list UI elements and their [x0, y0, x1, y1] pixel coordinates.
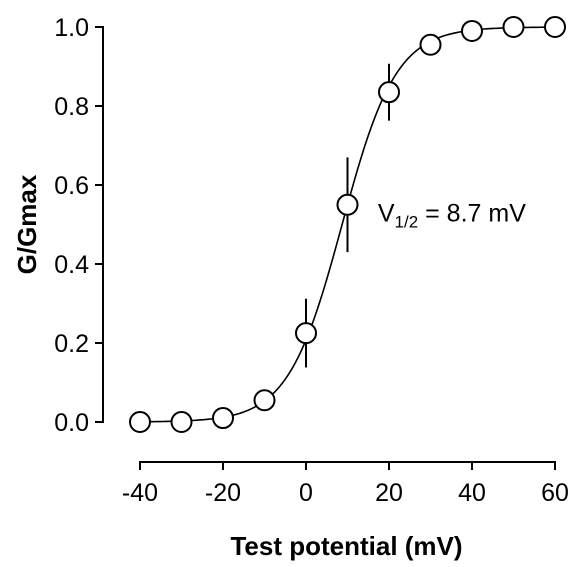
x-tick-label: 0: [299, 479, 313, 507]
x-tick-label: 20: [375, 479, 403, 507]
data-point: [253, 389, 276, 412]
data-point: [212, 407, 234, 430]
data-point: [295, 322, 317, 345]
annotation-subscript: 1/2: [395, 213, 419, 232]
y-axis-title: G/Gmax: [12, 174, 42, 274]
v-half-annotation: V1/2 = 8.7 mV: [378, 200, 526, 232]
data-point: [129, 411, 151, 433]
data-point: [419, 33, 442, 56]
annotation-rest: = 8.7 mV: [418, 200, 526, 228]
points-layer: [129, 16, 566, 433]
data-point: [502, 16, 525, 38]
data-point: [336, 193, 359, 216]
x-axis-title: Test potential (mV): [230, 531, 462, 561]
data-point: [461, 19, 483, 42]
x-tick-label: -20: [205, 479, 241, 507]
y-tick-label: 0.4: [54, 251, 89, 279]
y-tick-label: 0.8: [54, 93, 89, 121]
annotation-main: V: [378, 200, 395, 228]
axes: 0.0 0.2 0.4 0.6 0.8 1.0 -40 -20 0 20 40 60: [54, 14, 569, 507]
y-tick-label: 0.2: [54, 330, 89, 358]
y-tick-label: 0.0: [54, 409, 89, 437]
x-tick-label: 40: [458, 479, 486, 507]
x-tick-label: -40: [122, 479, 158, 507]
y-tick-label: 1.0: [54, 14, 89, 42]
data-point: [544, 16, 566, 38]
y-tick-label: 0.6: [54, 172, 89, 200]
x-tick-label: 60: [541, 479, 569, 507]
data-point: [378, 81, 400, 104]
data-point: [170, 411, 193, 433]
